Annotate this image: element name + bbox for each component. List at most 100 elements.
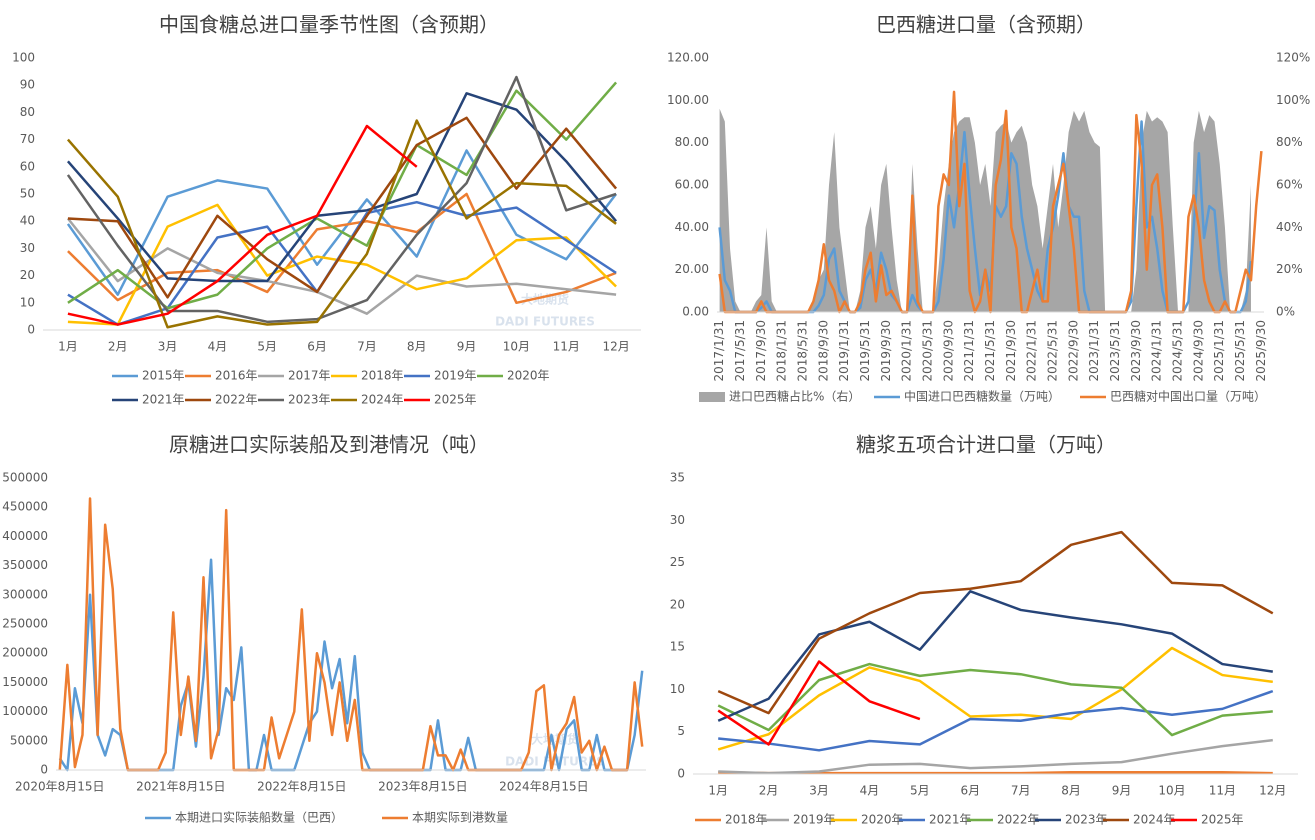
- x-tick-label: 3月: [809, 784, 829, 798]
- y-tick-label: 300000: [2, 587, 48, 601]
- x-tick-label: 2018/9/30: [816, 320, 830, 382]
- x-tick-label: 10月: [503, 340, 530, 354]
- plot-area: [58, 497, 644, 772]
- legend-label: 2024年: [361, 393, 404, 407]
- y-tick-label: 20: [20, 268, 35, 282]
- chart-panel: 糖浆五项合计进口量（万吨） 0 5 10 15 20 25 30 35 1月 2月 3月 4月 5月 6月 7…: [670, 433, 1298, 827]
- legend-label: 2015年: [142, 369, 185, 383]
- y-tick-label: 40.00: [675, 220, 709, 234]
- x-tick-label: 2020/9/30: [941, 320, 955, 382]
- line: [717, 660, 921, 746]
- area: [719, 108, 1251, 312]
- line: [66, 92, 618, 283]
- line: [67, 124, 418, 326]
- legend-label: 2019年: [793, 813, 836, 827]
- y-tick-label: 50000: [10, 733, 48, 747]
- watermark: 大地期货: [531, 732, 579, 747]
- x-tick-label: 1月: [58, 340, 78, 354]
- y-tick-label: 100.00: [667, 93, 709, 107]
- y2-tick-label: 80%: [1276, 135, 1303, 149]
- y-tick-label: 20.00: [675, 262, 709, 276]
- chart-title: 糖浆五项合计进口量（万吨）: [856, 433, 1116, 457]
- line: [717, 646, 1273, 751]
- x-tick-label: 2019/5/31: [858, 320, 872, 382]
- legend-label: 2021年: [142, 393, 185, 407]
- x-tick-label: 2021/5/31: [983, 320, 997, 382]
- x-tick-label: 2019/1/31: [837, 320, 851, 382]
- legend-label: 巴西糖对中国出口量（万吨）: [1110, 389, 1266, 404]
- y-tick-label: 100: [12, 51, 35, 65]
- x-tick-label: 2018/1/31: [775, 320, 789, 382]
- x-tick-label: 7月: [1011, 784, 1031, 798]
- y2-tick-label: 120%: [1276, 51, 1310, 65]
- y-tick-label: 120.00: [667, 51, 709, 65]
- legend-label: 中国进口巴西糖数量（万吨）: [904, 389, 1060, 404]
- legend-label: 2019年: [434, 369, 477, 383]
- line: [58, 497, 644, 772]
- y2-tick-label: 60%: [1276, 178, 1303, 192]
- x-tick-label: 2017/9/30: [754, 320, 768, 382]
- x-tick-label: 2019/9/30: [879, 320, 893, 382]
- x-tick-label: 8月: [1061, 784, 1081, 798]
- x-tick-label: 2017/5/31: [733, 320, 747, 382]
- y-tick-label: 5: [677, 724, 685, 738]
- y-tick-label: 20: [670, 597, 685, 611]
- legend-label: 2022年: [997, 813, 1040, 827]
- y-tick-label: 60: [20, 159, 35, 173]
- y-tick-label: 0: [40, 763, 48, 777]
- legend-swatch: [699, 392, 725, 402]
- x-tick-label: 2月: [108, 340, 128, 354]
- x-tick-label: 2023年8月15日: [378, 780, 467, 794]
- y-tick-label: 10: [20, 295, 35, 309]
- x-tick-label: 2020/5/31: [920, 320, 934, 382]
- chart-title: 原糖进口实际装船及到港情况（吨）: [169, 433, 489, 457]
- line: [66, 75, 617, 324]
- line: [717, 530, 1274, 715]
- chart-panel: 大地期货 DADI FUTURES 中国食糖总进口量季节性图（含预期） 0 10 20 30…: [12, 13, 641, 407]
- x-tick-label: 2023/1/31: [1087, 320, 1101, 382]
- x-tick-label: 2023/9/30: [1129, 320, 1143, 382]
- y-tick-label: 250000: [2, 617, 48, 631]
- x-tick-label: 8月: [407, 340, 427, 354]
- x-tick-label: 10月: [1158, 784, 1185, 798]
- y-tick-label: 15: [670, 640, 685, 654]
- y-tick-label: 30: [670, 513, 685, 527]
- x-tick-label: 1月: [708, 784, 728, 798]
- y-tick-label: 60.00: [675, 178, 709, 192]
- line: [718, 689, 1274, 752]
- chart-title: 巴西糖进口量（含预期）: [876, 13, 1096, 37]
- x-tick-label: 2022/9/30: [1066, 320, 1080, 382]
- x-tick-label: 4月: [208, 340, 228, 354]
- legend-label: 2020年: [507, 369, 550, 383]
- y2-tick-label: 100%: [1276, 93, 1310, 107]
- y2-tick-label: 0%: [1276, 305, 1295, 319]
- y-tick-label: 400000: [2, 529, 48, 543]
- x-tick-label: 5月: [257, 340, 277, 354]
- x-tick-label: 12月: [602, 340, 629, 354]
- x-tick-label: 2022/1/31: [1025, 320, 1039, 382]
- y-tick-label: 0.00: [682, 305, 709, 319]
- y2-tick-label: 20%: [1276, 262, 1303, 276]
- x-tick-label: 2024年8月15日: [499, 780, 588, 794]
- x-tick-label: 2018/5/31: [795, 320, 809, 382]
- plot-area: [717, 530, 1274, 775]
- line: [718, 771, 1273, 775]
- x-tick-label: 2022/5/31: [1046, 320, 1060, 382]
- x-tick-label: 2021/1/31: [962, 320, 976, 382]
- line: [67, 203, 617, 326]
- line: [67, 192, 617, 305]
- x-tick-label: 2024/9/30: [1191, 320, 1205, 382]
- legend-label: 进口巴西糖占比%（右）: [729, 389, 860, 404]
- y-tick-label: 30: [20, 241, 35, 255]
- line: [717, 590, 1273, 722]
- x-tick-label: 11月: [553, 340, 580, 354]
- y-tick-label: 80: [20, 105, 35, 119]
- x-tick-label: 2020/1/31: [900, 320, 914, 382]
- legend-label: 2025年: [434, 393, 477, 407]
- watermark: DADI FUTURES: [495, 315, 595, 329]
- x-tick-label: 2025/5/31: [1233, 320, 1247, 382]
- legend-label: 2025年: [1201, 813, 1244, 827]
- x-tick-label: 2021年8月15日: [136, 780, 225, 794]
